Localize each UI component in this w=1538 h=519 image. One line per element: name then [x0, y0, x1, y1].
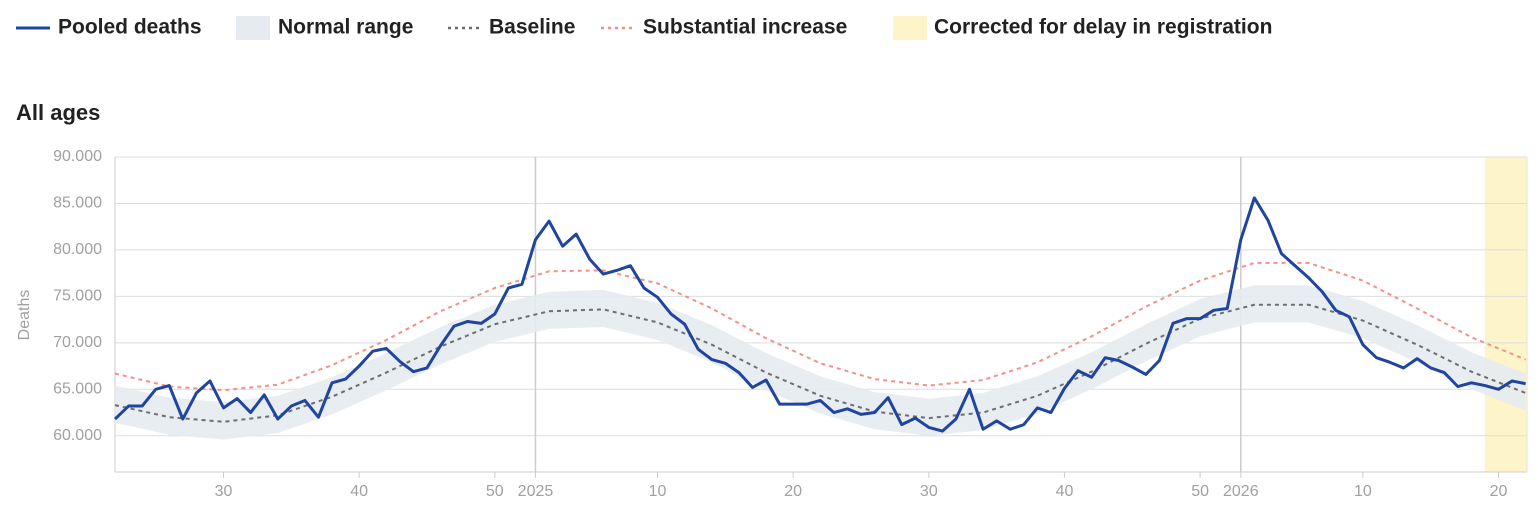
x-tick-label: 30	[920, 483, 938, 500]
legend-swatch	[236, 16, 270, 40]
x-tick-label: 20	[784, 483, 802, 500]
reference-line	[114, 303, 1527, 423]
correction-band	[1484, 157, 1527, 472]
legend-swatch	[893, 16, 927, 40]
legend-label: Normal range	[278, 16, 413, 39]
y-axis-label: Deaths	[16, 290, 33, 341]
x-tick-label: 2026	[1223, 483, 1259, 500]
x-tick-label: 30	[215, 483, 233, 500]
normal-range	[115, 285, 1526, 440]
y-tick-label: 60.000	[53, 427, 102, 444]
legend-label: Pooled deaths	[58, 16, 202, 39]
y-tick-label: 85.000	[53, 195, 102, 212]
y-tick-label: 90.000	[53, 148, 102, 165]
data-line	[113, 196, 1526, 433]
y-tick-label: 70.000	[53, 334, 102, 351]
y-tick-label: 80.000	[53, 241, 102, 258]
x-tick-label: 2025	[518, 483, 554, 500]
x-tick-label: 40	[350, 483, 368, 500]
chart-title: All ages	[16, 100, 100, 125]
legend-label: Baseline	[489, 16, 575, 39]
y-tick-label: 75.000	[53, 288, 102, 305]
legend-label: Corrected for delay in registration	[934, 16, 1272, 39]
x-tick-label: 10	[1354, 483, 1372, 500]
x-tick-label: 40	[1056, 483, 1074, 500]
x-tick-label: 50	[1191, 483, 1209, 500]
y-tick-label: 65.000	[53, 381, 102, 398]
x-tick-label: 10	[649, 483, 667, 500]
x-tick-label: 20	[1490, 483, 1508, 500]
legend-label: Substantial increase	[643, 16, 847, 39]
x-tick-label: 50	[486, 483, 504, 500]
legend: Pooled deaths Normal range Baseline Subs…	[16, 16, 1272, 40]
